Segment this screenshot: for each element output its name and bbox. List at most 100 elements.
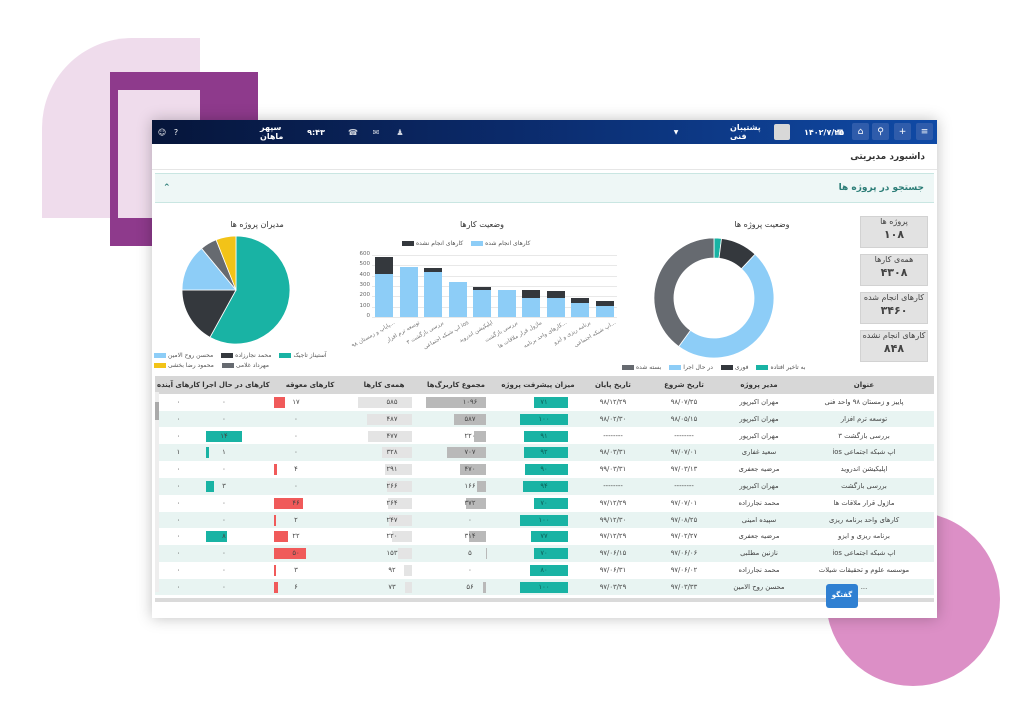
table-scrollbar[interactable] bbox=[155, 392, 159, 592]
pie-slice-3[interactable] bbox=[653, 237, 715, 348]
chart-title-project-managers: مدیران پروژه ها bbox=[230, 220, 284, 229]
table-row[interactable]: اپ شبکه اجتماعی ios سعید غفاری ۹۷/۰۷/۰۱ ۹۸/… bbox=[155, 444, 934, 461]
chat-button[interactable]: گفتگو bbox=[826, 584, 858, 608]
column-header[interactable]: عنوان bbox=[853, 381, 875, 389]
bar-0-5[interactable] bbox=[497, 289, 516, 317]
bar-1-7[interactable] bbox=[546, 291, 565, 299]
bar-0-0[interactable] bbox=[375, 274, 394, 317]
table-row[interactable]: پاییز و زمستان ۹۸ واحد فنی مهران اکبرپور ۹… bbox=[155, 394, 934, 411]
phone-icon[interactable]: ☎ bbox=[348, 127, 358, 137]
overdue-value: ۶ bbox=[294, 582, 298, 591]
table-row[interactable]: اپلیکیشن اندروید مرضیه جعفری ۹۷/۰۳/۱۳ ۹۹/۰۳… bbox=[155, 461, 934, 478]
bar-1-8[interactable] bbox=[571, 298, 590, 303]
user-name[interactable]: پشتیبان فنی bbox=[730, 123, 761, 141]
dropdown-caret-icon[interactable]: ▼ bbox=[673, 128, 679, 136]
future-value: ۰ bbox=[176, 431, 181, 440]
legend-swatch bbox=[279, 353, 292, 358]
bar-1-4[interactable] bbox=[473, 286, 492, 290]
bar-0-9[interactable] bbox=[595, 306, 614, 317]
legend-swatch bbox=[669, 365, 682, 370]
table-cell: مهران اکبرپور bbox=[739, 414, 779, 423]
help-icon[interactable]: ? bbox=[173, 127, 179, 137]
mail-icon[interactable]: ✉ bbox=[372, 127, 380, 137]
table-row[interactable]: موسسه علوم و تحقیقات شیلات محمد نجارزاده ۹… bbox=[155, 562, 934, 579]
pie-slice-1[interactable] bbox=[182, 289, 237, 338]
timesheets-bar bbox=[468, 531, 486, 543]
home-icon[interactable]: ⌂ bbox=[852, 123, 869, 140]
timesheets-value: ۵۸۷ bbox=[464, 414, 476, 423]
chevron-up-icon[interactable]: ⌃ bbox=[163, 183, 171, 193]
scroll-thumb[interactable] bbox=[155, 402, 159, 420]
column-header[interactable]: میزان پیشرفت پروژه bbox=[501, 381, 575, 389]
tasks-value: ۹۲ bbox=[388, 566, 396, 574]
progress-value: ۱۰۰ bbox=[538, 582, 550, 591]
bar-1-9[interactable] bbox=[595, 301, 614, 307]
table-cell: بررسی بازگشت ۳ bbox=[838, 431, 890, 440]
bar-1-0[interactable] bbox=[375, 256, 394, 275]
pie-slice-4[interactable] bbox=[215, 235, 237, 291]
grid-line bbox=[372, 317, 617, 318]
calendar-icon[interactable]: ▦ bbox=[836, 128, 844, 136]
tasks-bar bbox=[387, 497, 412, 509]
table-cell: سعید غفاری bbox=[741, 448, 777, 457]
bar-1-6[interactable] bbox=[522, 289, 541, 298]
dashboard-window: ☺ ? سپهر ماهان ۹:۴۳ ☎ ✉ ♟ ▼ پشتیبان فنی … bbox=[152, 120, 937, 618]
bar-1-2[interactable] bbox=[424, 267, 443, 273]
legend-item: محمود رضا بخشی bbox=[154, 362, 214, 369]
timesheets-bar bbox=[476, 481, 486, 492]
bar-0-1[interactable] bbox=[399, 266, 418, 317]
running-bar bbox=[206, 430, 242, 442]
column-header[interactable]: مدیر پروژه bbox=[740, 381, 778, 389]
column-header[interactable]: مجموع کاربرگ‌ها bbox=[426, 381, 486, 389]
timesheets-value: ۴۷۰ bbox=[464, 465, 476, 474]
legend-item: به تاخیر افتاده bbox=[756, 364, 806, 371]
tasks-value: ۷۳ bbox=[388, 582, 396, 591]
search-icon[interactable]: ⚲ bbox=[872, 123, 889, 140]
overdue-value: ۰ bbox=[294, 448, 298, 457]
progress-value: ۹۲ bbox=[540, 448, 548, 457]
progress-bar bbox=[520, 413, 568, 425]
projects-table: عنوان مدیر پروژه تاریخ شروع تاریخ پایان میزا… bbox=[155, 376, 934, 602]
tasks-value: ۱۵۳ bbox=[386, 549, 398, 558]
avatar[interactable] bbox=[774, 124, 790, 140]
menu-icon[interactable]: ≡ bbox=[916, 123, 933, 140]
table-row[interactable]: برنامه ریزی و ایزو مرضیه جعفری ۹۷/۰۲/۲۷ ۹۷/… bbox=[155, 528, 934, 545]
legend-label: کارهای انجام نشده bbox=[416, 240, 464, 247]
table-cell: پاییز و زمستان ۹۸ واحد فنی bbox=[824, 398, 904, 406]
table-row[interactable]: ماژول قرار ملاقات ها محمد نجارزاده ۹۷/۰۷/۰… bbox=[155, 495, 934, 512]
column-header[interactable]: کارهای آینده bbox=[156, 381, 201, 389]
grid-line bbox=[372, 265, 617, 267]
column-header[interactable]: کارهای معوقه bbox=[285, 381, 335, 389]
table-cell: ۹۹/۱۲/۳۰ bbox=[599, 515, 627, 524]
bar-0-7[interactable] bbox=[546, 298, 565, 317]
bar-0-6[interactable] bbox=[522, 297, 541, 317]
overdue-value: ۵۰ bbox=[292, 549, 300, 558]
column-header[interactable]: تاریخ پایان bbox=[595, 381, 631, 389]
table-row[interactable]: ... محسن روح الامین ۹۷/۰۳/۳۳ ۹۷/۰۳/۲۹ ۱۰۰ ۵۶ ۷… bbox=[155, 578, 934, 596]
table-row[interactable]: بررسی بازگشت ۳ مهران اکبرپور -------- -----… bbox=[155, 428, 934, 445]
bar-0-4[interactable] bbox=[473, 289, 492, 317]
overdue-value: ۰ bbox=[294, 482, 298, 490]
table-row[interactable]: اپ شبکه اجتماعی ios نازنین مطلبی ۹۷/۰۶/۰۶ ۹… bbox=[155, 545, 934, 562]
legend-label: در حال اجرا bbox=[683, 364, 713, 371]
chart-title-project-status: وضعیت پروژه ها bbox=[734, 220, 790, 229]
table-row[interactable]: توسعه ترم افزار مهران اکبرپور ۹۸/۰۵/۱۵ ۹۸/۰… bbox=[155, 410, 934, 428]
y-tick-label: 600 bbox=[359, 251, 371, 257]
table-row[interactable]: بررسی بازگشت مهران اکبرپور -------- -------… bbox=[155, 478, 934, 495]
smiley-icon[interactable]: ☺ bbox=[157, 127, 167, 137]
bar-0-3[interactable] bbox=[448, 282, 467, 317]
column-header[interactable]: کارهای در حال اجرا bbox=[202, 381, 270, 389]
table-row[interactable]: کارهای واحد برنامه ریزی سپیده امینی ۹۷/۰۸/… bbox=[155, 511, 934, 529]
add-icon[interactable]: + bbox=[894, 123, 911, 140]
pie-slice-0[interactable] bbox=[209, 235, 291, 345]
clock-time: ۹:۴۳ bbox=[307, 127, 325, 137]
column-header[interactable]: همه‌ی کارها bbox=[363, 381, 405, 389]
tasks-bar bbox=[367, 413, 412, 425]
bar-0-2[interactable] bbox=[424, 272, 443, 317]
pie-slice-2[interactable] bbox=[678, 253, 775, 359]
users-icon[interactable]: ♟ bbox=[396, 127, 404, 137]
table-cell: ۹۷/۰۲/۲۷ bbox=[670, 532, 698, 541]
bar-0-8[interactable] bbox=[571, 302, 590, 317]
column-header[interactable]: تاریخ شروع bbox=[664, 381, 704, 389]
search-panel-toggle[interactable]: جستجو در پروژه ها ⌃ bbox=[155, 173, 934, 203]
